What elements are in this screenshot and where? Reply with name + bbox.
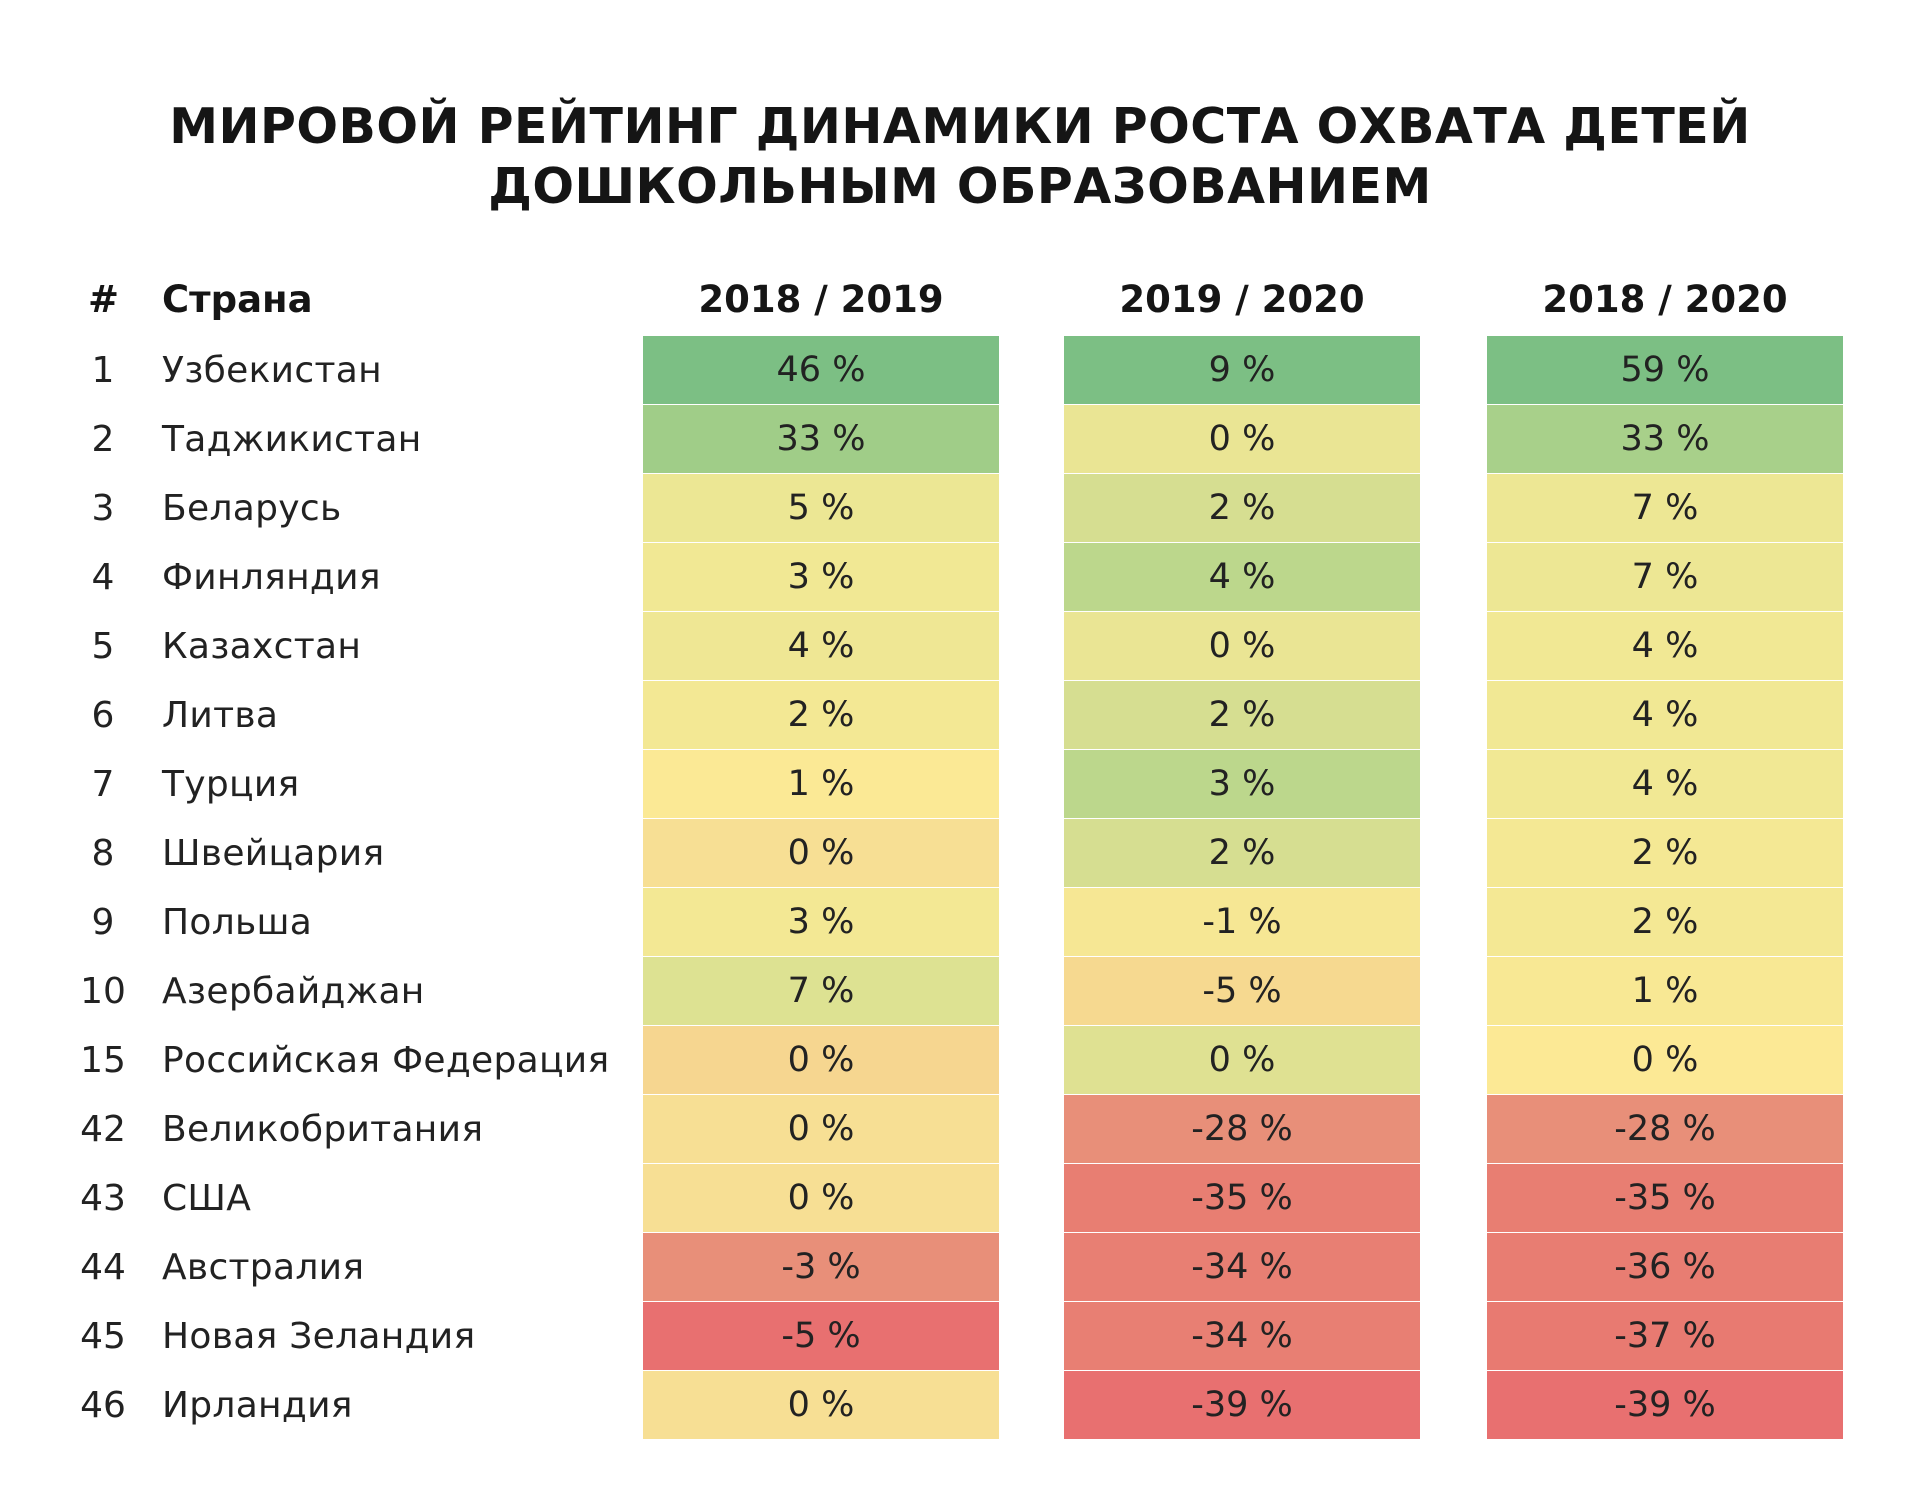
country-cell: Ирландия	[162, 1385, 353, 1426]
country-cell: Литва	[162, 695, 279, 736]
value-cell-period-2: -34 %	[1064, 1233, 1420, 1302]
rank-cell: 8	[91, 833, 115, 874]
rank-cell: 1	[91, 350, 115, 391]
value-cell-period-3: 33 %	[1487, 405, 1843, 474]
value-cell-period-2: -28 %	[1064, 1095, 1420, 1164]
value-cell-period-3: 4 %	[1487, 681, 1843, 750]
rank-cell: 44	[80, 1247, 126, 1288]
rank-cell: 4	[91, 557, 115, 598]
column-header-country: Страна	[162, 278, 313, 321]
value-cell-period-3: -35 %	[1487, 1164, 1843, 1233]
value-cell-period-2: 9 %	[1064, 336, 1420, 405]
value-cell-period-1: 0 %	[643, 819, 999, 888]
value-cell-period-3: 1 %	[1487, 957, 1843, 1026]
column-header-period-2: 2019 / 2020	[1119, 278, 1365, 321]
rank-cell: 3	[91, 488, 115, 529]
country-cell: Великобритания	[162, 1109, 484, 1150]
rank-cell: 15	[80, 1040, 126, 1081]
chart-title-line-1: МИРОВОЙ РЕЙТИНГ ДИНАМИКИ РОСТА ОХВАТА ДЕ…	[169, 98, 1751, 155]
value-cell-period-2: 2 %	[1064, 474, 1420, 543]
value-cell-period-1: 5 %	[643, 474, 999, 543]
value-cell-period-3: 7 %	[1487, 543, 1843, 612]
country-cell: США	[162, 1178, 252, 1219]
country-cell: Австралия	[162, 1247, 365, 1288]
country-cell: Швейцария	[162, 833, 385, 874]
country-cell: Российская Федерация	[162, 1040, 610, 1081]
value-cell-period-1: 46 %	[643, 336, 999, 405]
value-cell-period-3: -28 %	[1487, 1095, 1843, 1164]
value-cell-period-3: -37 %	[1487, 1302, 1843, 1371]
value-cell-period-1: 3 %	[643, 543, 999, 612]
chart-title: МИРОВОЙ РЕЙТИНГ ДИНАМИКИ РОСТА ОХВАТА ДЕ…	[0, 97, 1920, 217]
country-cell: Польша	[162, 902, 313, 943]
rank-cell: 46	[80, 1385, 126, 1426]
rank-cell: 43	[80, 1178, 126, 1219]
value-cell-period-1: 2 %	[643, 681, 999, 750]
value-cell-period-1: -3 %	[643, 1233, 999, 1302]
country-cell: Турция	[162, 764, 300, 805]
value-cell-period-2: -35 %	[1064, 1164, 1420, 1233]
column-header-period-1: 2018 / 2019	[698, 278, 944, 321]
value-cell-period-2: 2 %	[1064, 681, 1420, 750]
country-cell: Узбекистан	[162, 350, 382, 391]
country-cell: Таджикистан	[162, 419, 422, 460]
value-cell-period-2: 3 %	[1064, 750, 1420, 819]
rank-cell: 9	[91, 902, 115, 943]
value-cell-period-2: 0 %	[1064, 612, 1420, 681]
chart-title-line-2: ДОШКОЛЬНЫМ ОБРАЗОВАНИЕМ	[488, 158, 1432, 215]
value-cell-period-1: 7 %	[643, 957, 999, 1026]
country-cell: Казахстан	[162, 626, 362, 667]
value-cell-period-2: 0 %	[1064, 405, 1420, 474]
value-cell-period-2: -39 %	[1064, 1371, 1420, 1440]
value-cell-period-2: 4 %	[1064, 543, 1420, 612]
rank-cell: 42	[80, 1109, 126, 1150]
value-cell-period-2: 0 %	[1064, 1026, 1420, 1095]
value-cell-period-3: 2 %	[1487, 819, 1843, 888]
value-cell-period-3: 4 %	[1487, 750, 1843, 819]
value-cell-period-1: 4 %	[643, 612, 999, 681]
rank-cell: 7	[91, 764, 115, 805]
value-cell-period-2: -1 %	[1064, 888, 1420, 957]
rank-cell: 10	[80, 971, 126, 1012]
rank-cell: 2	[91, 419, 115, 460]
country-cell: Беларусь	[162, 488, 342, 529]
rank-cell: 5	[91, 626, 115, 667]
country-cell: Финляндия	[162, 557, 381, 598]
value-cell-period-1: 1 %	[643, 750, 999, 819]
rank-cell: 6	[91, 695, 115, 736]
country-cell: Азербайджан	[162, 971, 425, 1012]
value-cell-period-3: 0 %	[1487, 1026, 1843, 1095]
rank-cell: 45	[80, 1316, 126, 1357]
value-cell-period-1: 0 %	[643, 1095, 999, 1164]
value-cell-period-1: 0 %	[643, 1371, 999, 1440]
value-cell-period-2: -5 %	[1064, 957, 1420, 1026]
value-cell-period-2: 2 %	[1064, 819, 1420, 888]
value-cell-period-3: 2 %	[1487, 888, 1843, 957]
value-cell-period-3: 59 %	[1487, 336, 1843, 405]
country-cell: Новая Зеландия	[162, 1316, 476, 1357]
value-cell-period-3: 4 %	[1487, 612, 1843, 681]
value-cell-period-1: 0 %	[643, 1164, 999, 1233]
column-header-period-3: 2018 / 2020	[1542, 278, 1788, 321]
value-cell-period-1: 0 %	[643, 1026, 999, 1095]
value-cell-period-3: -36 %	[1487, 1233, 1843, 1302]
column-header-rank: #	[88, 278, 120, 321]
value-cell-period-3: -39 %	[1487, 1371, 1843, 1440]
value-cell-period-1: 3 %	[643, 888, 999, 957]
value-cell-period-1: 33 %	[643, 405, 999, 474]
value-cell-period-3: 7 %	[1487, 474, 1843, 543]
value-cell-period-1: -5 %	[643, 1302, 999, 1371]
value-cell-period-2: -34 %	[1064, 1302, 1420, 1371]
